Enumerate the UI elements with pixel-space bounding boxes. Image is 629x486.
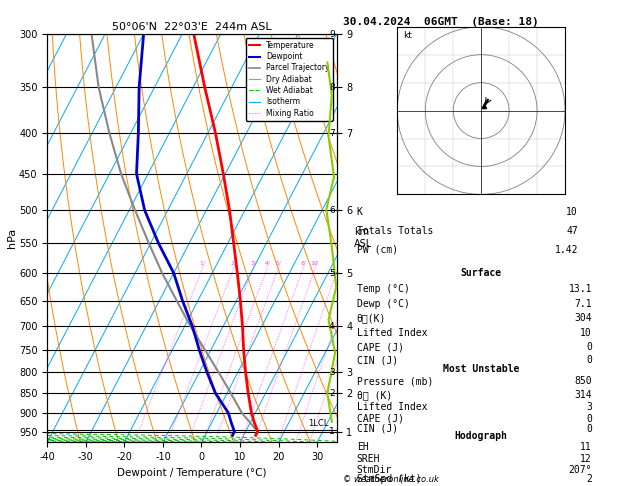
Text: θᴇ (K): θᴇ (K) xyxy=(357,390,392,399)
Text: 1: 1 xyxy=(329,427,335,436)
Text: 3: 3 xyxy=(329,368,335,377)
Text: θᴇ(K): θᴇ(K) xyxy=(357,313,386,323)
Text: 850: 850 xyxy=(574,376,592,386)
Text: 11: 11 xyxy=(580,442,592,452)
Text: 8: 8 xyxy=(301,261,304,266)
Text: 2: 2 xyxy=(231,261,235,266)
Text: 8: 8 xyxy=(329,83,335,92)
Text: 0: 0 xyxy=(586,355,592,365)
Text: StmSpd (kt): StmSpd (kt) xyxy=(357,474,421,484)
Text: 1.42: 1.42 xyxy=(555,245,578,255)
Text: 30.04.2024  06GMT  (Base: 18): 30.04.2024 06GMT (Base: 18) xyxy=(343,17,538,27)
Text: 2: 2 xyxy=(329,389,335,398)
Text: K: K xyxy=(357,207,362,217)
Text: 2: 2 xyxy=(586,474,592,484)
Text: Hodograph: Hodograph xyxy=(455,431,508,441)
Text: 3: 3 xyxy=(586,402,592,412)
Text: © weatheronline.co.uk: © weatheronline.co.uk xyxy=(343,474,438,484)
Text: 10: 10 xyxy=(566,207,578,217)
Text: Lifted Index: Lifted Index xyxy=(357,328,427,338)
Text: CIN (J): CIN (J) xyxy=(357,355,398,365)
Text: 4: 4 xyxy=(264,261,269,266)
Text: EH: EH xyxy=(357,442,369,452)
Y-axis label: hPa: hPa xyxy=(8,228,18,248)
Text: 0: 0 xyxy=(586,414,592,423)
Title: 50°06'N  22°03'E  244m ASL: 50°06'N 22°03'E 244m ASL xyxy=(112,22,272,32)
Text: 314: 314 xyxy=(574,390,592,399)
Text: Temp (°C): Temp (°C) xyxy=(357,284,409,294)
Text: 207°: 207° xyxy=(569,465,592,475)
Text: kt: kt xyxy=(403,31,412,40)
Legend: Temperature, Dewpoint, Parcel Trajectory, Dry Adiabat, Wet Adiabat, Isotherm, Mi: Temperature, Dewpoint, Parcel Trajectory… xyxy=(245,38,333,121)
X-axis label: Dewpoint / Temperature (°C): Dewpoint / Temperature (°C) xyxy=(117,468,267,478)
Text: 10: 10 xyxy=(311,261,318,266)
Text: 0: 0 xyxy=(586,343,592,352)
Text: 12: 12 xyxy=(580,454,592,464)
Text: 4: 4 xyxy=(329,322,335,330)
Text: StmDir: StmDir xyxy=(357,465,392,475)
Text: 6: 6 xyxy=(329,206,335,215)
Text: PW (cm): PW (cm) xyxy=(357,245,398,255)
Text: 1: 1 xyxy=(199,261,204,266)
Text: 5: 5 xyxy=(329,269,335,278)
Text: 7.1: 7.1 xyxy=(574,299,592,309)
Text: Surface: Surface xyxy=(460,268,502,278)
Text: Totals Totals: Totals Totals xyxy=(357,226,433,236)
Text: 10: 10 xyxy=(580,328,592,338)
Text: 5: 5 xyxy=(276,261,280,266)
Text: 13.1: 13.1 xyxy=(569,284,592,294)
Text: Pressure (mb): Pressure (mb) xyxy=(357,376,433,386)
Text: 9: 9 xyxy=(329,30,335,38)
Text: 3: 3 xyxy=(250,261,254,266)
Text: Lifted Index: Lifted Index xyxy=(357,402,427,412)
Text: 1LCL: 1LCL xyxy=(308,418,329,428)
Text: 0: 0 xyxy=(586,424,592,434)
Text: CAPE (J): CAPE (J) xyxy=(357,343,404,352)
Text: Dewp (°C): Dewp (°C) xyxy=(357,299,409,309)
Text: 7: 7 xyxy=(329,129,335,138)
Text: 304: 304 xyxy=(574,313,592,323)
Text: CIN (J): CIN (J) xyxy=(357,424,398,434)
Text: SREH: SREH xyxy=(357,454,380,464)
Text: CAPE (J): CAPE (J) xyxy=(357,414,404,423)
Text: Most Unstable: Most Unstable xyxy=(443,364,520,374)
Text: 47: 47 xyxy=(566,226,578,236)
Y-axis label: km
ASL: km ASL xyxy=(354,227,372,249)
